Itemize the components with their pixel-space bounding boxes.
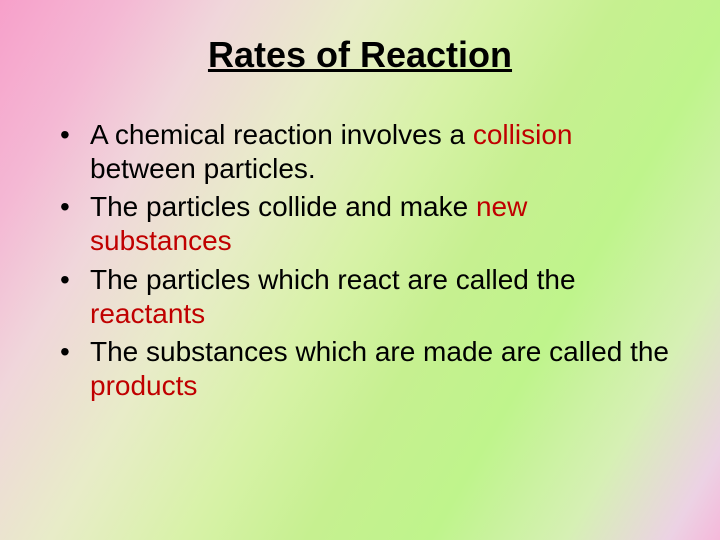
bullet-text-pre: The particles which react are called the xyxy=(90,264,576,295)
bullet-item: The particles collide and make new subst… xyxy=(56,190,672,258)
bullet-keyword: products xyxy=(90,370,197,401)
bullet-item: The particles which react are called the… xyxy=(56,263,672,331)
bullet-text-pre: The substances which are made are called… xyxy=(90,336,669,367)
bullet-text-pre: The particles collide and make xyxy=(90,191,476,222)
bullet-list: A chemical reaction involves a collision… xyxy=(48,118,672,403)
slide-title: Rates of Reaction xyxy=(48,34,672,76)
bullet-text-pre: A chemical reaction involves a xyxy=(90,119,473,150)
bullet-keyword: collision xyxy=(473,119,573,150)
bullet-item: The substances which are made are called… xyxy=(56,335,672,403)
bullet-item: A chemical reaction involves a collision… xyxy=(56,118,672,186)
slide: Rates of Reaction A chemical reaction in… xyxy=(0,0,720,540)
bullet-keyword: reactants xyxy=(90,298,205,329)
bullet-text-post: between particles. xyxy=(90,153,316,184)
